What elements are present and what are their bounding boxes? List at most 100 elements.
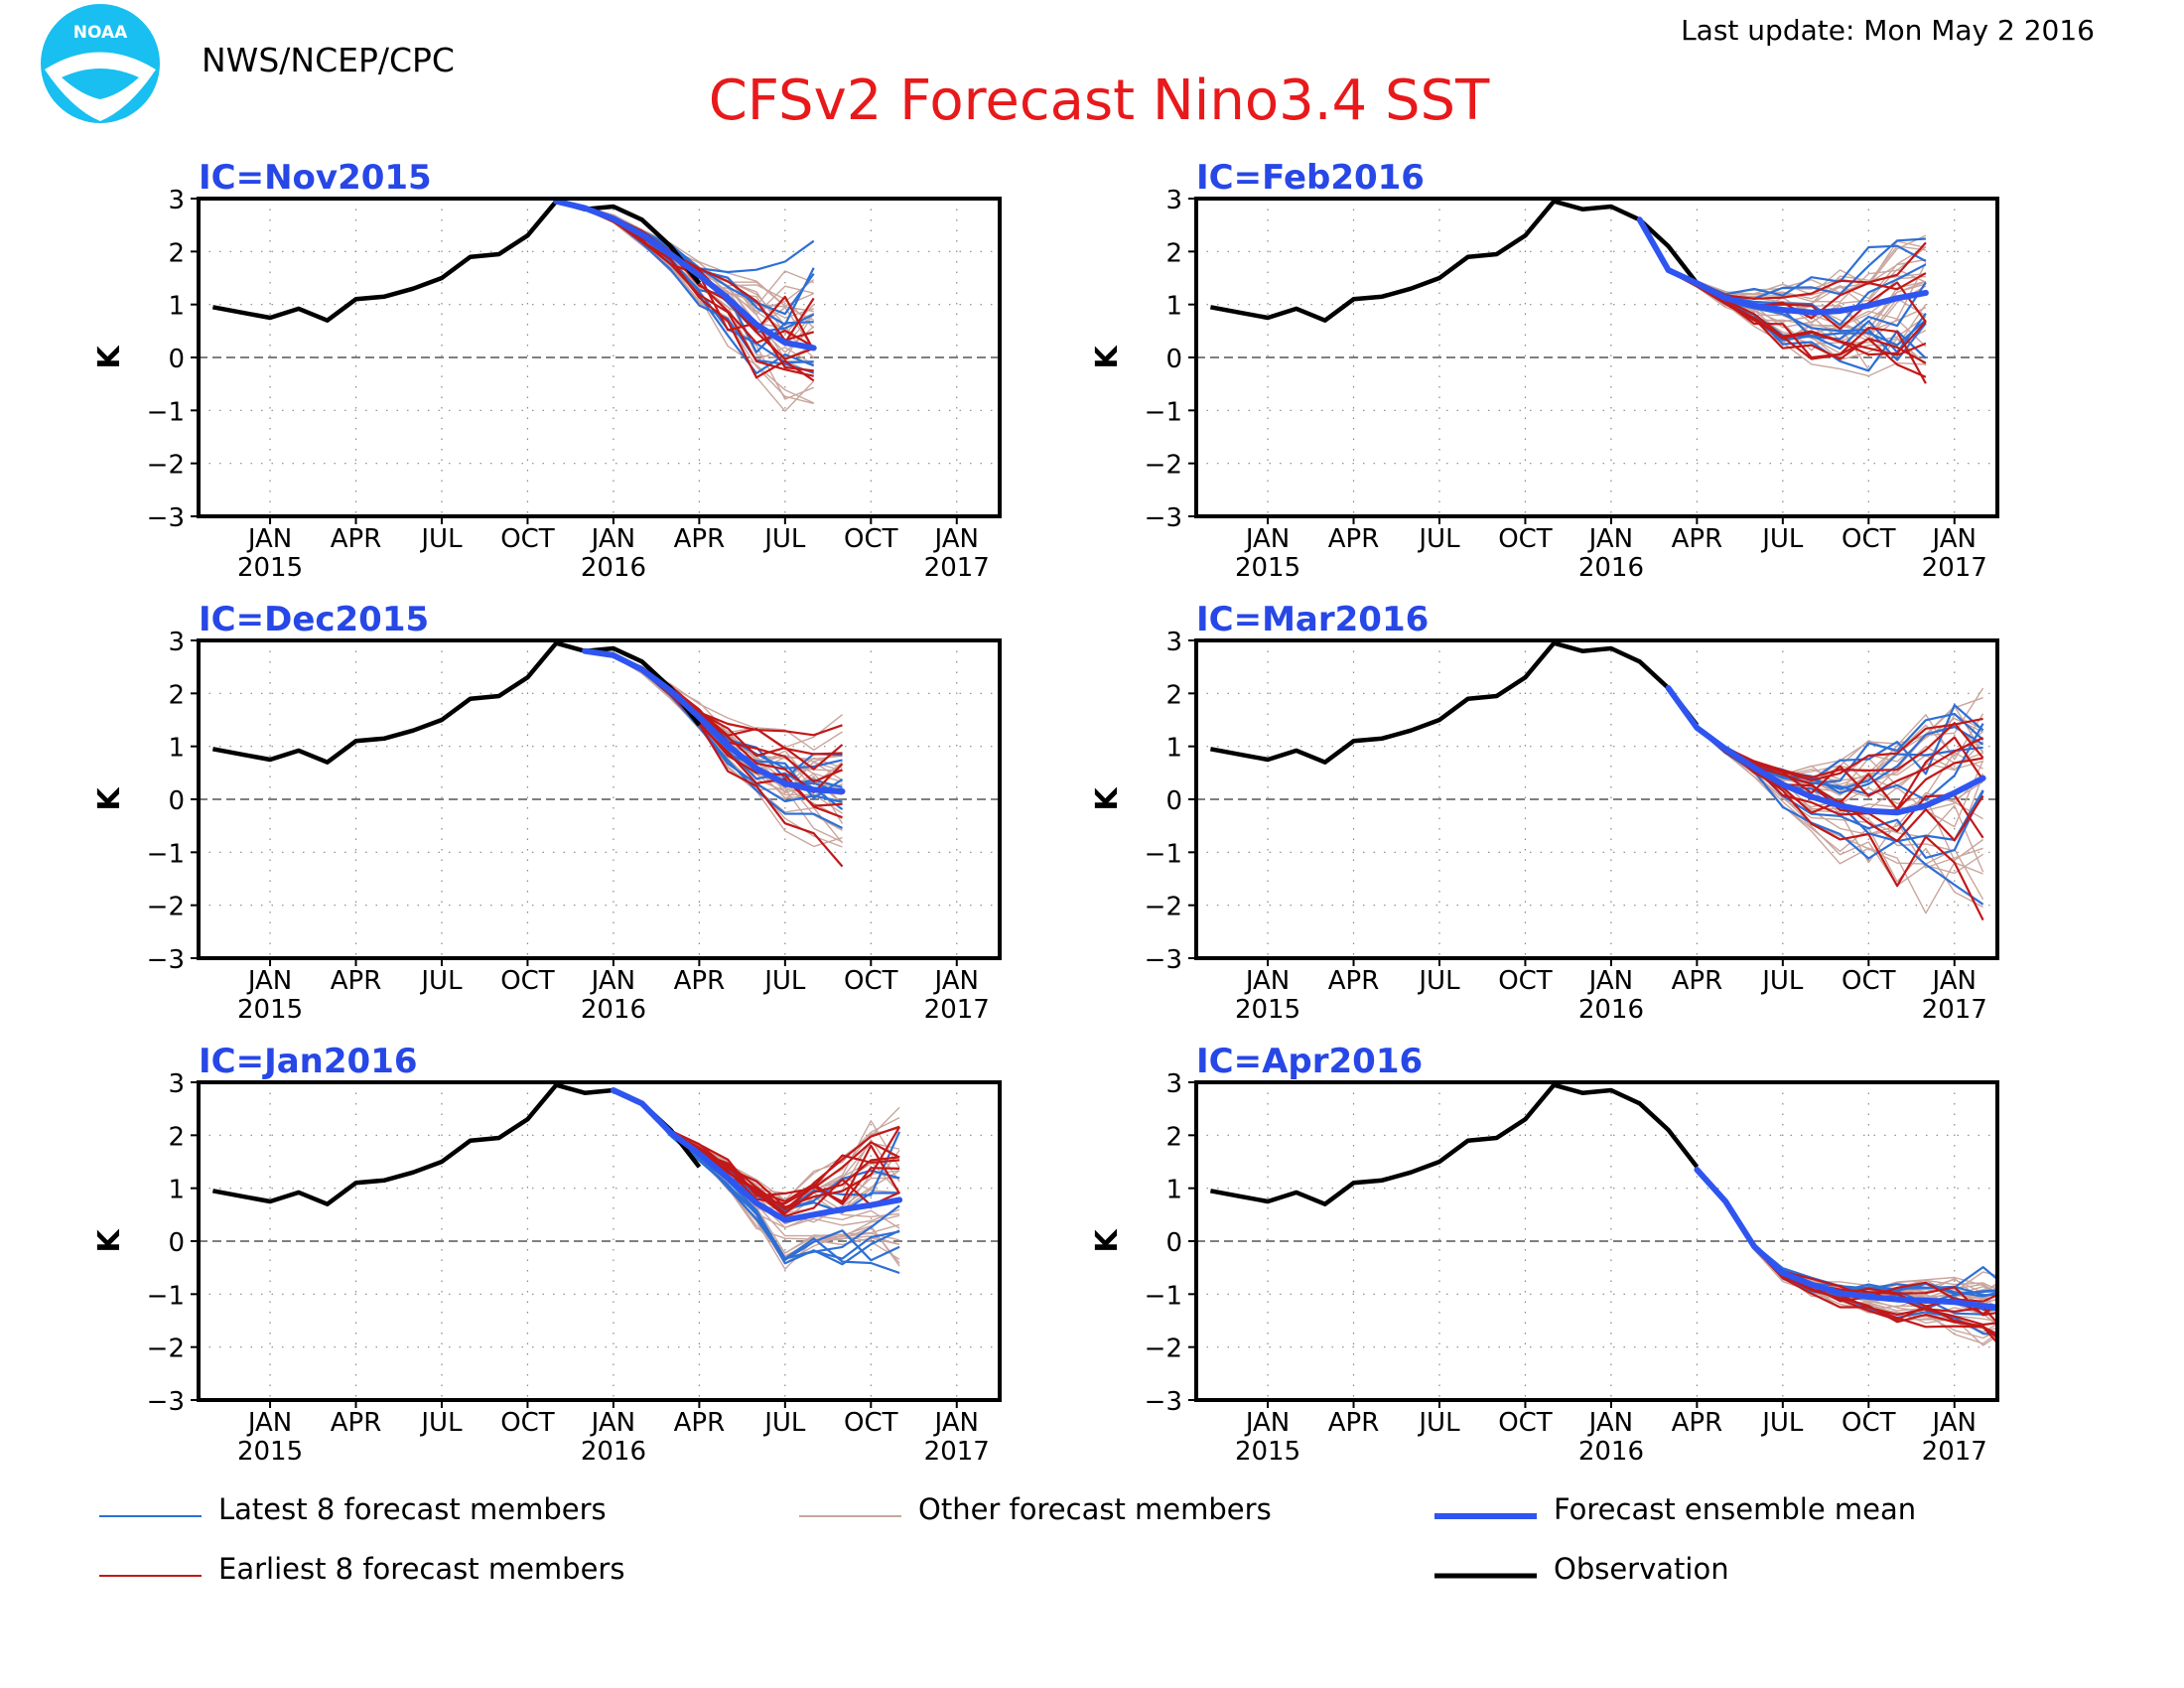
panel-6-ytick-label: 0	[1165, 1228, 1182, 1258]
panel-6-ylabel: K	[1090, 1228, 1125, 1253]
panel-6-xtick-month: JAN	[1244, 1408, 1290, 1438]
panel-2-observation-line	[211, 640, 702, 765]
panel-4-xtick-month: JUL	[1417, 524, 1460, 554]
panel-1-other-member	[556, 201, 814, 405]
panel-6-xtick-month: JUL	[1417, 1408, 1460, 1438]
panel-2-xtick-month: OCT	[500, 966, 555, 996]
panel-5-ytick-label: 3	[1165, 628, 1182, 657]
panel-4-ytick-label: −3	[1145, 503, 1182, 533]
panel-1-xtick-month: APR	[674, 524, 726, 554]
panel-2-xtick-month: JAN	[590, 966, 635, 996]
panel-5-ytick-label: 2	[1165, 680, 1182, 710]
panel-6-ytick-label: −1	[1145, 1281, 1182, 1311]
panel-4-xtick-year: 2016	[1578, 553, 1644, 583]
panel-5-ytick-label: −3	[1145, 945, 1182, 975]
panel-6-frame	[1194, 1080, 1999, 1402]
panel-3-xtick-month: OCT	[500, 1408, 555, 1438]
panel-2-xtick-month: APR	[674, 966, 726, 996]
panel-3-xtick-year: 2017	[924, 1437, 990, 1467]
panel-1-xtick-month: JAN	[246, 524, 292, 554]
legend-mean-label: Forecast ensemble mean	[1554, 1492, 1916, 1526]
panel-6-xtick-month: JAN	[1587, 1408, 1633, 1438]
panel-1-xtick-year: 2016	[581, 553, 646, 583]
panel-1-ytick-label: 1	[168, 292, 185, 322]
panel-6-ytick-label: 3	[1165, 1069, 1182, 1099]
panel-4-xtick-month: JUL	[1760, 524, 1804, 554]
panel-3-ensemble-mean-line	[610, 1087, 903, 1223]
panel-3-xtick-year: 2016	[581, 1437, 646, 1467]
legend-earliest-label: Earliest 8 forecast members	[218, 1552, 624, 1586]
panel-2-data	[211, 640, 846, 868]
panel-4-xtick-month: JAN	[1244, 524, 1290, 554]
panel-2-latest-member	[584, 649, 843, 770]
panel-1-ytick-label: 3	[168, 186, 185, 215]
panel-3-ytick-label: 2	[168, 1122, 185, 1152]
panel-6-xtick-month: OCT	[1498, 1408, 1553, 1438]
panel-1-xtick-month: OCT	[844, 524, 898, 554]
panel-5-xtick-month: APR	[1328, 966, 1380, 996]
panel-4-xtick-year: 2015	[1235, 553, 1300, 583]
noaa-logo: NOAA	[41, 4, 160, 123]
panel-5-xtick-month: JUL	[1417, 966, 1460, 996]
panel-1-xtick-year: 2015	[237, 553, 303, 583]
panel-3-xtick-month: JAN	[246, 1408, 292, 1438]
panel-1-data	[211, 199, 817, 412]
panel-4-xtick-month: OCT	[1842, 524, 1896, 554]
panel-3-xtick-month: JAN	[590, 1408, 635, 1438]
panel-3-xtick-month: JUL	[762, 1408, 806, 1438]
noaa-logo-text: NOAA	[73, 23, 128, 43]
panel-1-xtick-month: OCT	[500, 524, 555, 554]
panel-3-ytick-label: −1	[147, 1281, 185, 1311]
panel-1-xtick-month: JUL	[419, 524, 463, 554]
panel-6-xtick-month: JAN	[1931, 1408, 1977, 1438]
panel-2-ytick-label: 2	[168, 680, 185, 710]
panel-1-frame	[197, 197, 1002, 518]
panel-3-xtick-month: OCT	[844, 1408, 898, 1438]
panel-5-observation-line	[1209, 640, 1700, 765]
panel-5-xtick-year: 2017	[1922, 995, 1987, 1025]
panel-4-xtick-month: JAN	[1931, 524, 1977, 554]
panel-1-observation-line	[211, 199, 702, 323]
panel-4-ylabel: K	[1090, 345, 1125, 369]
panel-1-title: IC=Nov2015	[199, 158, 432, 198]
panel-6-xtick-month: APR	[1672, 1408, 1723, 1438]
panel-4-xtick-month: APR	[1672, 524, 1723, 554]
panel-5-ytick-label: 0	[1165, 786, 1182, 816]
panel-3-xtick-month: JAN	[933, 1408, 979, 1438]
panel-4-ytick-label: 3	[1165, 186, 1182, 215]
panel-6-ytick-label: 1	[1165, 1176, 1182, 1205]
panel-3-frame	[197, 1080, 1002, 1402]
panel-2-title: IC=Dec2015	[199, 600, 429, 639]
panel-5-xtick-month: JAN	[1244, 966, 1290, 996]
panel-5-ylabel: K	[1090, 786, 1125, 811]
panel-6-data	[1209, 1082, 1997, 1346]
panel-4-ytick-label: 0	[1165, 345, 1182, 374]
panel-6-xtick-year: 2016	[1578, 1437, 1644, 1467]
panel-4-title: IC=Feb2016	[1196, 158, 1425, 198]
noaa-logo-wing-icon	[62, 69, 139, 99]
panel-5-data	[1209, 640, 1986, 921]
panel-4-ytick-label: −1	[1145, 397, 1182, 427]
panel-2-ytick-label: −2	[147, 893, 185, 922]
panel-4-ytick-label: 1	[1165, 292, 1182, 322]
panel-4-ytick-label: 2	[1165, 238, 1182, 268]
legend-latest-label: Latest 8 forecast members	[218, 1492, 607, 1526]
panel-1-ytick-label: −3	[147, 503, 185, 533]
panel-1-other-member	[556, 201, 814, 307]
panel-5-ytick-label: −1	[1145, 839, 1182, 869]
panel-6-ensemble-mean-line	[1694, 1167, 1997, 1311]
panel-2-xtick-month: OCT	[844, 966, 898, 996]
panel-6-xtick-year: 2017	[1922, 1437, 1987, 1467]
panel-1-ensemble-mean-line	[553, 199, 817, 352]
panel-5-xtick-month: JAN	[1931, 966, 1977, 996]
legend-other-label: Other forecast members	[918, 1492, 1272, 1526]
panel-1-earliest-member	[556, 200, 815, 345]
panel-6-xtick-year: 2015	[1235, 1437, 1300, 1467]
panel-2-xtick-month: JAN	[246, 966, 292, 996]
panel-1-xtick-year: 2017	[924, 553, 990, 583]
panel-4-frame	[1194, 197, 1999, 518]
